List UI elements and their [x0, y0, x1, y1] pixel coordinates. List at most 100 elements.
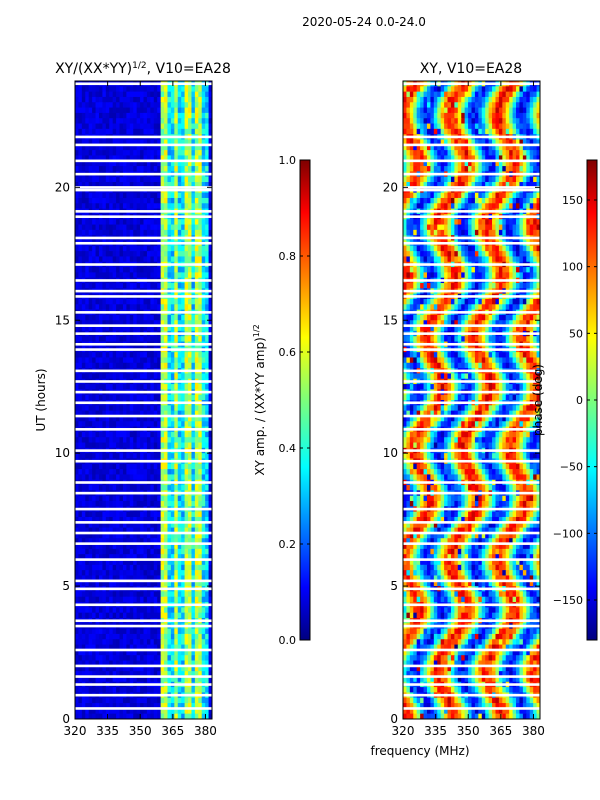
- heatmap-cell: [188, 139, 193, 146]
- heatmap-cell: [208, 352, 212, 359]
- heatmap-cell: [184, 463, 189, 470]
- heatmap-cell: [198, 298, 203, 305]
- heatmap-cell: [75, 96, 80, 103]
- heatmap-cell: [122, 229, 127, 236]
- heatmap-cell: [181, 102, 186, 109]
- heatmap-cell: [191, 304, 196, 311]
- heatmap-cell: [153, 373, 158, 380]
- heatmap-cell: [126, 469, 131, 476]
- heatmap-cell: [136, 182, 141, 188]
- flag-gap: [75, 587, 212, 591]
- heatmap-cell: [150, 91, 155, 98]
- heatmap-cell: [102, 182, 107, 188]
- heatmap-cell: [143, 501, 148, 507]
- heatmap-cell: [181, 708, 186, 715]
- heatmap-cell: [112, 703, 117, 709]
- heatmap-cell: [160, 612, 165, 619]
- heatmap-cell: [92, 522, 97, 529]
- heatmap-cell: [208, 527, 212, 534]
- heatmap-cell: [85, 203, 90, 210]
- heatmap-cell: [198, 516, 203, 523]
- heatmap-cell: [116, 453, 121, 460]
- heatmap-cell: [167, 421, 172, 428]
- heatmap-cell: [174, 155, 179, 162]
- heatmap-cell: [109, 357, 114, 364]
- heatmap-cell: [198, 86, 203, 93]
- heatmap-cell: [92, 437, 97, 444]
- heatmap-cell: [81, 176, 86, 183]
- heatmap-cell: [95, 91, 100, 98]
- heatmap-cell: [75, 394, 80, 401]
- heatmap-cell: [205, 671, 210, 678]
- heatmap-cell: [119, 421, 124, 428]
- heatmap-cell: [146, 633, 151, 640]
- heatmap-cell: [184, 112, 189, 119]
- heatmap-cell: [208, 708, 212, 715]
- heatmap-cell: [105, 102, 110, 109]
- heatmap-cell: [157, 352, 162, 359]
- heatmap-cell: [105, 320, 110, 327]
- heatmap-cell: [122, 410, 127, 417]
- heatmap-cell: [126, 495, 131, 502]
- heatmap-cell: [174, 272, 179, 279]
- heatmap-cell: [188, 607, 193, 614]
- heatmap-cell: [88, 628, 93, 635]
- heatmap-cell: [150, 453, 155, 460]
- heatmap-cell: [143, 320, 148, 327]
- phase-heatmap: [403, 81, 540, 719]
- heatmap-cell: [119, 687, 124, 694]
- heatmap-cell: [191, 527, 196, 534]
- heatmap-cell: [181, 245, 186, 252]
- heatmap-cell: [177, 442, 182, 449]
- heatmap-cell: [136, 538, 141, 545]
- heatmap-cell: [122, 203, 127, 210]
- heatmap-cell: [181, 166, 186, 172]
- heatmap-cell: [184, 469, 189, 476]
- heatmap-cell: [160, 283, 165, 289]
- heatmap-cell: [75, 251, 80, 258]
- heatmap-cell: [146, 665, 151, 672]
- heatmap-cell: [136, 362, 141, 369]
- heatmap-cell: [184, 155, 189, 162]
- heatmap-cell: [485, 86, 490, 93]
- heatmap-cell: [122, 325, 127, 332]
- heatmap-cell: [95, 708, 100, 715]
- heatmap-cell: [136, 91, 141, 98]
- heatmap-cell: [160, 139, 165, 146]
- heatmap-cell: [184, 283, 189, 289]
- heatmap-cell: [160, 501, 165, 507]
- heatmap-cell: [164, 219, 169, 226]
- heatmap-cell: [208, 229, 212, 236]
- heatmap-cell: [122, 703, 127, 709]
- heatmap-cell: [153, 155, 158, 162]
- flag-gap: [75, 428, 212, 431]
- heatmap-cell: [167, 304, 172, 311]
- heatmap-cell: [198, 437, 203, 444]
- heatmap-cell: [78, 570, 83, 577]
- heatmap-cell: [119, 267, 124, 273]
- heatmap-cell: [184, 633, 189, 640]
- heatmap-cell: [498, 86, 503, 93]
- colorbar-tick-label: 0.6: [279, 346, 297, 359]
- heatmap-cell: [177, 325, 182, 332]
- heatmap-cell: [181, 155, 186, 162]
- heatmap-cell: [126, 118, 131, 125]
- heatmap-cell: [188, 633, 193, 640]
- heatmap-cell: [150, 607, 155, 614]
- heatmap-cell: [181, 564, 186, 571]
- heatmap-cell: [119, 128, 124, 135]
- heatmap-cell: [143, 527, 148, 534]
- heatmap-cell: [157, 612, 162, 619]
- heatmap-cell: [88, 118, 93, 125]
- heatmap-cell: [126, 304, 131, 311]
- heatmap-cell: [122, 123, 127, 130]
- heatmap-cell: [140, 283, 145, 289]
- heatmap-cell: [95, 373, 100, 380]
- heatmap-cell: [157, 644, 162, 651]
- heatmap-cell: [502, 86, 507, 93]
- heatmap-cell: [150, 421, 155, 428]
- heatmap-cell: [208, 144, 212, 151]
- heatmap-cell: [133, 703, 138, 709]
- heatmap-cell: [81, 527, 86, 534]
- heatmap-cell: [140, 357, 145, 364]
